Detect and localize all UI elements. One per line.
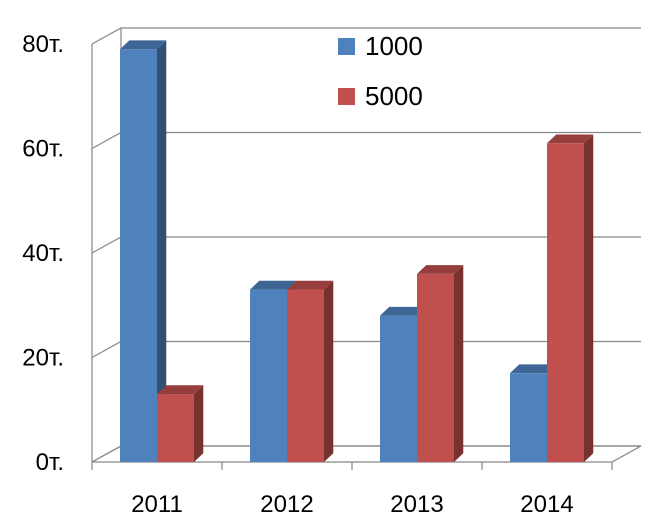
bar-top [417,265,464,274]
y-tick-label: 80т. [22,31,64,58]
bar-front [250,289,287,462]
bar [157,385,204,462]
y-tick-label: 0т. [36,449,64,476]
legend-label: 1000 [365,31,423,61]
bar-top [287,280,334,290]
bar [287,280,334,462]
legend-swatch [338,88,355,105]
bar-front [417,273,454,462]
bar [120,40,167,463]
bar-side [454,265,464,462]
x-category-label: 2012 [260,491,313,518]
category-labels: 2011 2012 2013 2014 [131,491,574,518]
bar-top [120,40,167,50]
bar-side [324,280,334,462]
x-category-label: 2014 [520,491,573,518]
bar-front [287,289,324,462]
bar-top [380,306,427,316]
bar-top [510,364,557,374]
bar [547,134,594,462]
bar-front [380,315,417,462]
bars [120,40,594,463]
bar-side [157,40,167,463]
bar-front [120,49,157,462]
y-tick-labels: 0т. 20т. 40т. 60т. 80т. [22,31,64,476]
bar-front [547,143,584,462]
legend-label: 5000 [365,81,423,111]
legend: 1000 5000 [338,31,423,111]
y-tick-label: 40т. [22,240,64,267]
y-tick-label: 20т. [22,345,64,372]
bar-front [510,373,547,462]
bar-top [157,385,204,395]
legend-swatch [338,38,355,55]
bar-side [194,385,204,462]
bar-front [157,394,194,462]
y-tick-label: 60т. [22,136,64,163]
bar [417,265,464,462]
x-category-label: 2011 [131,491,183,518]
bar-top [547,134,594,144]
x-category-label: 2013 [390,491,443,518]
bar-side [584,134,594,462]
bar-top [250,280,297,290]
